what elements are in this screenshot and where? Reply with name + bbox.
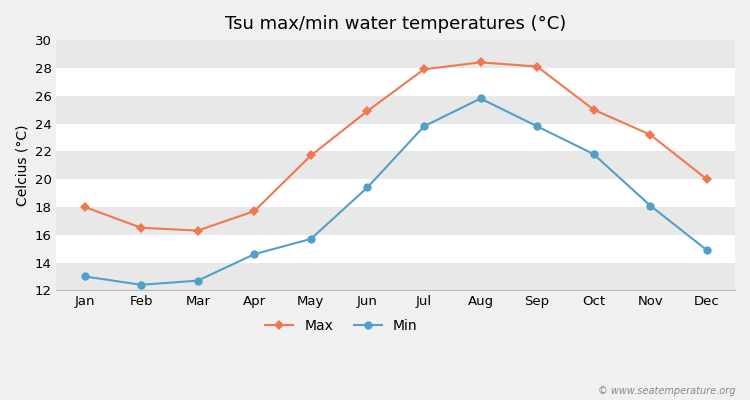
- Max: [476, 60, 485, 65]
- Max: [80, 204, 89, 209]
- Min: [136, 282, 146, 287]
- Bar: [56, 262, 735, 290]
- Max: [532, 64, 542, 69]
- Title: Tsu max/min water temperatures (°C): Tsu max/min water temperatures (°C): [225, 15, 566, 33]
- Max: [136, 225, 146, 230]
- Bar: [56, 207, 735, 235]
- Min: [194, 278, 202, 283]
- Bar: [56, 151, 735, 179]
- Min: [363, 185, 372, 190]
- Legend: Max, Min: Max, Min: [266, 320, 418, 334]
- Max: [590, 107, 598, 112]
- Max: [194, 228, 202, 233]
- Min: [590, 152, 598, 156]
- Max: [363, 109, 372, 114]
- Min: [307, 236, 316, 241]
- Min: [476, 96, 485, 101]
- Min: [532, 124, 542, 129]
- Min: [646, 203, 655, 208]
- Y-axis label: Celcius (°C): Celcius (°C): [15, 124, 29, 206]
- Min: [702, 248, 711, 252]
- Min: [80, 274, 89, 279]
- Max: [646, 132, 655, 137]
- Min: [419, 124, 428, 129]
- Min: [250, 252, 259, 256]
- Line: Max: Max: [81, 59, 710, 234]
- Max: [419, 67, 428, 72]
- Max: [307, 153, 316, 158]
- Bar: [56, 96, 735, 124]
- Max: [250, 209, 259, 214]
- Text: © www.seatemperature.org: © www.seatemperature.org: [598, 386, 735, 396]
- Max: [702, 177, 711, 182]
- Line: Min: Min: [80, 94, 711, 289]
- Bar: [56, 40, 735, 68]
